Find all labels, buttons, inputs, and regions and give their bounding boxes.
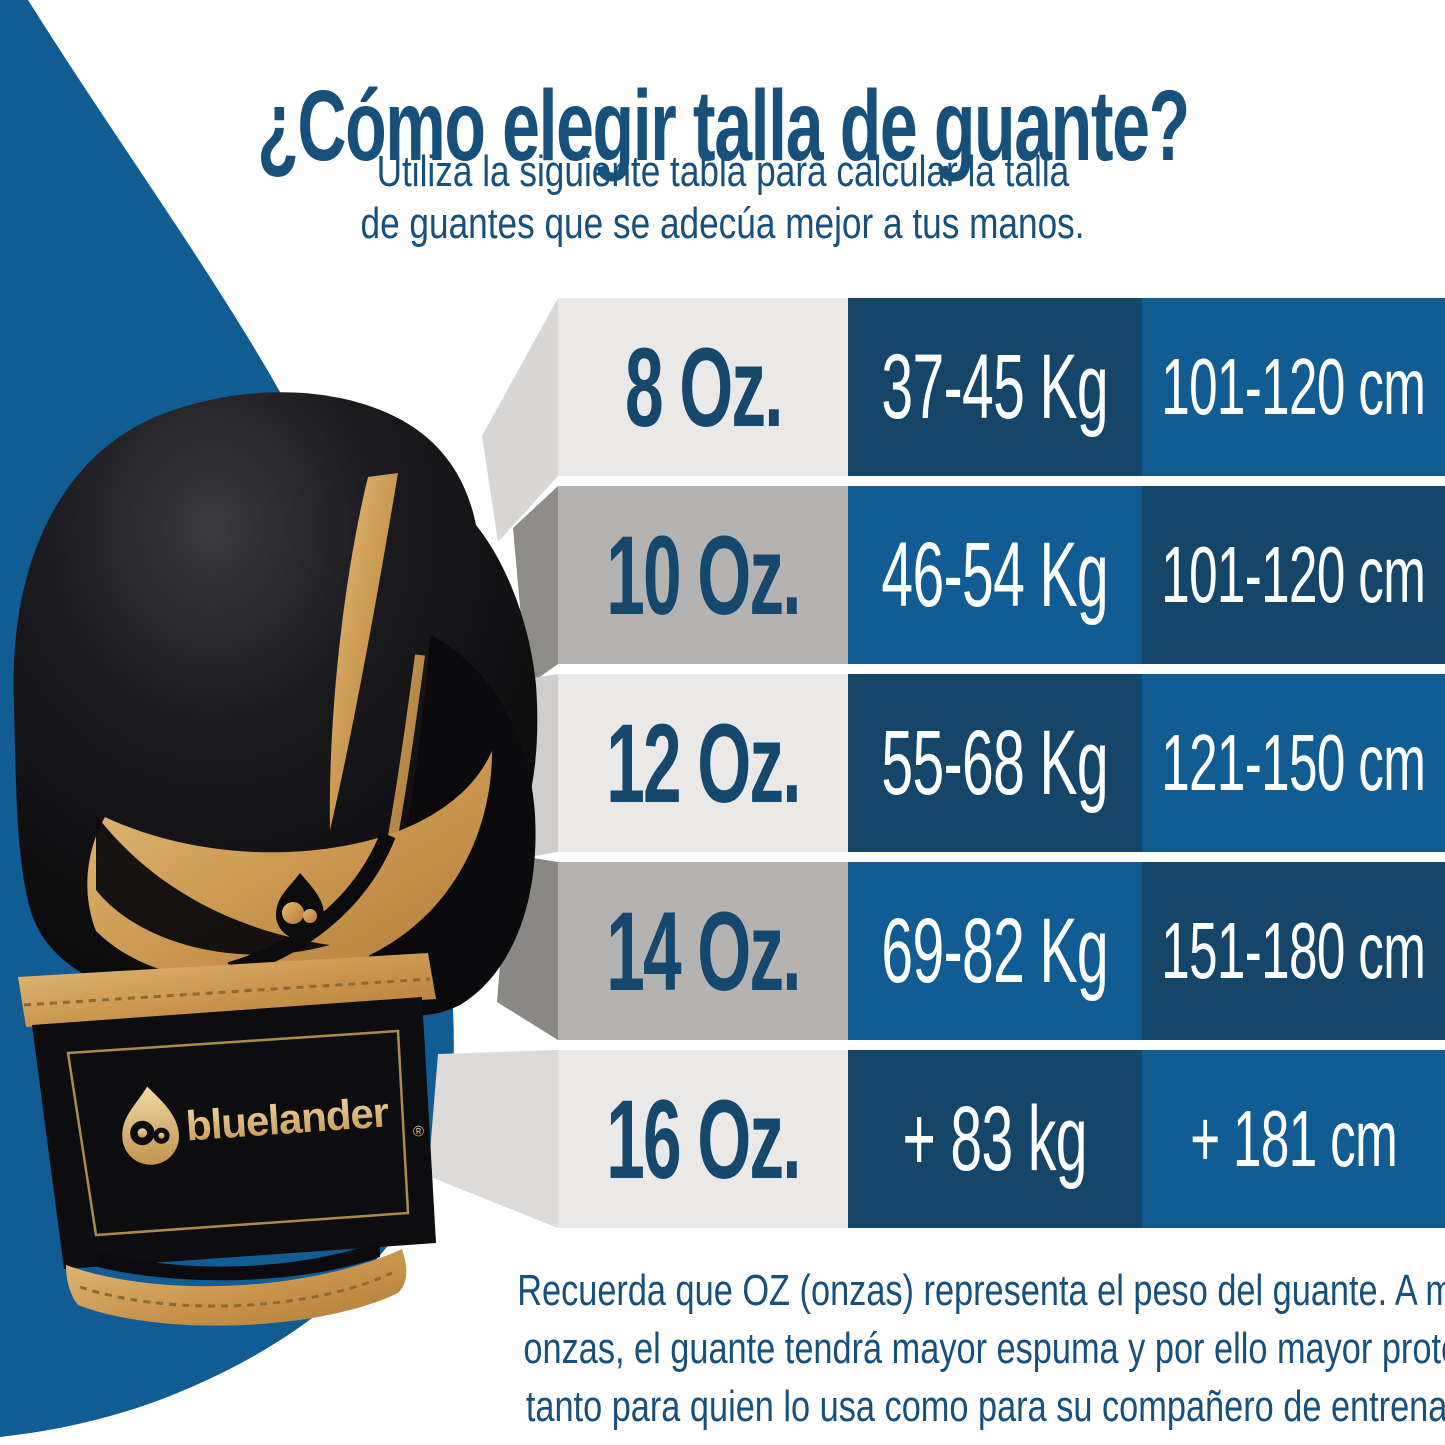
weight-cell: 46-54 Kg (848, 486, 1142, 664)
brand-owl-icon (122, 1086, 179, 1165)
height-cell: 151-180 cm (1142, 862, 1445, 1040)
subtitle-line: de guantes que se adecúa mejor a tus man… (360, 199, 1085, 248)
weight-cell: 55-68 Kg (848, 674, 1142, 852)
footer-line: tanto para quien lo usa como para su com… (525, 1382, 1445, 1431)
height-cell: 101-120 cm (1142, 298, 1445, 476)
footer-line: onzas, el guante tendrá mayor espuma y p… (523, 1324, 1445, 1373)
footer-line: Recuerda que OZ (onzas) representa el pe… (517, 1266, 1445, 1315)
subtitle-line: Utiliza la siguiente tabla para calcular… (376, 147, 1069, 196)
glove-strap (32, 997, 436, 1269)
table-row: 16 Oz. + 83 kg + 181 cm (558, 1050, 1445, 1228)
size-cell: 14 Oz. (558, 862, 848, 1040)
strap-gold-outline (66, 1029, 410, 1237)
subtitle: Utiliza la siguiente tabla para calcular… (0, 146, 1445, 250)
glove-gold-spike (329, 473, 398, 830)
table-row: 8 Oz. 37-45 Kg 101-120 cm (558, 298, 1445, 476)
glove-image: bluelander ® (13, 392, 538, 1326)
table-row: 12 Oz. 55-68 Kg 121-150 cm (558, 674, 1445, 852)
weight-cell: 69-82 Kg (848, 862, 1142, 1040)
glove-owl-mark (276, 873, 324, 939)
table-row: 14 Oz. 69-82 Kg 151-180 cm (558, 862, 1445, 1040)
row-flap (482, 298, 558, 542)
glove-gold-band (18, 953, 436, 1027)
glove-black-stripe (96, 815, 330, 955)
glove-gold-cuff (66, 1249, 407, 1326)
footer-note: Recuerda que OZ (onzas) representa el pe… (380, 1262, 1445, 1436)
glove-cuff-gap (98, 1241, 380, 1281)
size-cell: 10 Oz. (558, 486, 848, 664)
size-cell: 12 Oz. (558, 674, 848, 852)
size-cell: 8 Oz. (558, 298, 848, 476)
height-cell: 121-150 cm (1142, 674, 1445, 852)
table-row: 10 Oz. 46-54 Kg 101-120 cm (558, 486, 1445, 664)
stitching (79, 1271, 393, 1308)
size-cell: 16 Oz. (558, 1050, 848, 1228)
glove-black-stripe (227, 831, 396, 978)
height-cell: + 181 cm (1142, 1050, 1445, 1228)
registered-mark: ® (412, 1123, 424, 1141)
weight-cell: 37-45 Kg (848, 298, 1142, 476)
height-cell: 101-120 cm (1142, 486, 1445, 664)
stitching (23, 977, 431, 1007)
weight-cell: + 83 kg (848, 1050, 1142, 1228)
row-flap (428, 1050, 558, 1228)
page-title: ¿Cómo elegir talla de guante? (256, 70, 1190, 182)
